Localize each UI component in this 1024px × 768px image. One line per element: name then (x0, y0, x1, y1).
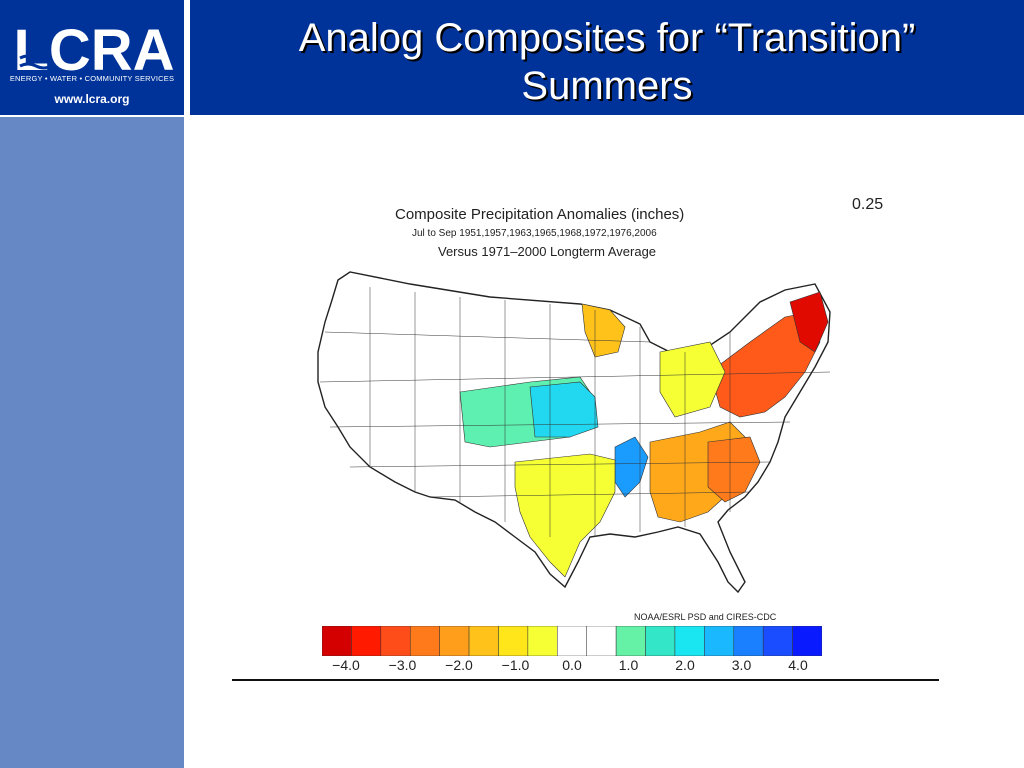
colorbar-label-7: 3.0 (731, 657, 752, 673)
map-title: Composite Precipitation Anomalies (inche… (395, 206, 685, 223)
colorbar-swatch-10 (615, 626, 646, 656)
colorbar (322, 626, 822, 656)
colorbar-label-4: 0.0 (562, 657, 582, 673)
colorbar-label-0: −4.0 (332, 657, 360, 673)
colorbar-swatch-3 (409, 626, 440, 656)
sidebar-panel (0, 117, 184, 768)
colorbar-label-5: 1.0 (618, 657, 639, 673)
map-credit: NOAA/ESRL PSD and CIRES-CDC (634, 612, 777, 622)
colorbar-swatch-0 (322, 626, 352, 656)
colorbar-swatch-8 (557, 626, 587, 656)
precipitation-anomaly-map (317, 271, 831, 594)
colorbar-swatch-1 (351, 626, 382, 656)
colorbar-swatch-9 (586, 626, 617, 656)
colorbar-label-6: 2.0 (675, 657, 695, 673)
colorbar-swatch-2 (380, 626, 411, 656)
map-baseline: Versus 1971–2000 Longterm Average (438, 244, 657, 259)
lcra-logo: LCRA (14, 20, 174, 78)
colorbar-label-2: −2.0 (445, 657, 473, 673)
slide-title-line2: Summers (521, 64, 693, 108)
region-kansas-cyan (529, 381, 599, 438)
colorbar-swatch-11 (645, 626, 676, 656)
region-texas-yellow (514, 453, 616, 578)
colorbar-swatch-6 (498, 626, 529, 656)
colorbar-swatch-14 (733, 626, 764, 656)
logo-wordmark: LCRA (14, 20, 174, 78)
colorbar-swatch-4 (439, 626, 470, 656)
state-boundaries (319, 287, 831, 537)
region-ohio-yellow (659, 341, 726, 418)
region-northeast-red (709, 311, 821, 418)
logo-url[interactable]: www.lcra.org (54, 92, 130, 106)
header: LCRA ENERGY • WATER • COMMUNITY SERVICES… (0, 0, 1024, 115)
slide-title: Analog Composites for “Transition” Summe… (190, 14, 1024, 110)
colorbar-label-1: −3.0 (388, 657, 417, 673)
colorbar-labels: −4.0 −3.0 −2.0 −1.0 0.0 1.0 2.0 3.0 4.0 (322, 657, 822, 673)
colorbar-swatch-16 (792, 626, 822, 656)
colorbar-label-8: 4.0 (788, 657, 808, 673)
corner-text-fragment: 0.25 (852, 196, 884, 213)
colorbar-swatch-15 (762, 626, 793, 656)
colorbar-label-3: −1.0 (501, 657, 530, 673)
logo-tagline: ENERGY • WATER • COMMUNITY SERVICES (9, 74, 175, 83)
colorbar-swatch-13 (704, 626, 735, 656)
divider (232, 679, 939, 681)
colorbar-swatch-12 (674, 626, 705, 656)
colorbar-swatch-5 (468, 626, 499, 656)
colorbar-swatch-7 (527, 626, 558, 656)
logo-panel: LCRA ENERGY • WATER • COMMUNITY SERVICES… (0, 0, 184, 115)
region-minnesota-orange (581, 303, 626, 358)
map-subtitle: Jul to Sep 1951,1957,1963,1965,1968,1972… (412, 228, 657, 239)
region-newengland-red (789, 291, 829, 353)
slide-title-line1: Analog Composites for “Transition” (298, 16, 916, 60)
title-bar (190, 0, 1024, 115)
